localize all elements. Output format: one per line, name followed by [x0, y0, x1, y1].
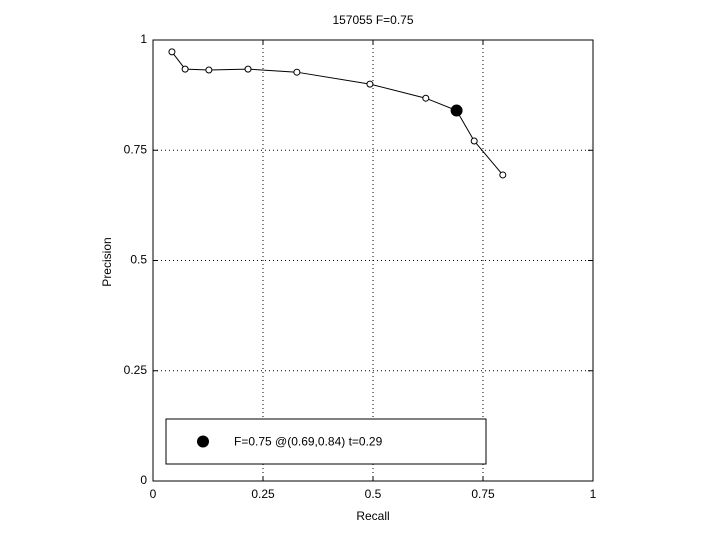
- x-tick-label: 0.25: [251, 487, 275, 501]
- curve-point: [366, 80, 374, 88]
- x-tick-label: 0: [150, 487, 157, 501]
- legend-label: F=0.75 @(0.69,0.84) t=0.29: [234, 435, 383, 449]
- legend-marker: [197, 435, 209, 448]
- x-tick-label: 1: [590, 487, 597, 501]
- curve-point: [244, 65, 252, 73]
- chart-title: 157055 F=0.75: [332, 13, 413, 27]
- curve-point: [422, 94, 430, 102]
- curve-point: [499, 171, 507, 179]
- curve-point: [168, 48, 176, 56]
- curve-point: [181, 65, 189, 73]
- y-tick-label: 0.25: [124, 363, 148, 377]
- y-tick-label: 0: [140, 473, 147, 487]
- legend-box: [165, 418, 487, 465]
- x-tick-label: 0.75: [471, 487, 495, 501]
- curve-point: [293, 68, 301, 76]
- plot-frame: [152, 39, 594, 482]
- y-tick-label: 0.75: [124, 142, 148, 156]
- y-tick-label: 1: [140, 32, 147, 46]
- curve-point: [205, 66, 213, 74]
- y-axis-label: Precision: [100, 237, 114, 286]
- curve-line: [171, 51, 504, 176]
- y-tick-label: 0.5: [130, 253, 147, 267]
- best-point: [450, 104, 463, 117]
- x-tick-label: 0.5: [365, 487, 382, 501]
- x-axis-label: Recall: [356, 509, 389, 523]
- curve-point: [470, 137, 478, 145]
